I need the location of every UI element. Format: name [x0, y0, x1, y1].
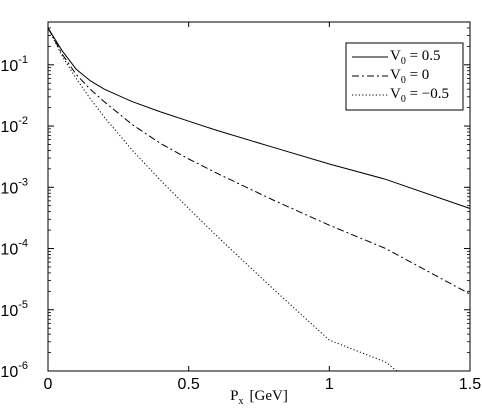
y-tick-label: 10-4 — [0, 238, 28, 259]
y-tick-label: 10-1 — [0, 54, 28, 75]
legend-label: V0 = 0.5 — [390, 48, 441, 67]
x-axis-label: Px [GeV] — [230, 388, 288, 407]
legend-entries: V0 = 0.5V0 = 0V0 = −0.5 — [352, 48, 449, 105]
tick-labels: 0 0.5 1 1.5 10-1 10-2 10-3 10-4 10-5 10-6 — [0, 54, 481, 393]
y-tick-label: 10-3 — [0, 176, 28, 197]
y-tick-label: 10-5 — [0, 299, 28, 320]
x-tick-label: 1.5 — [459, 376, 481, 393]
x-tick-label: 0 — [44, 376, 53, 393]
x-tick-label: 1 — [325, 376, 334, 393]
legend: V0 = 0.5V0 = 0V0 = −0.5 — [345, 42, 464, 111]
series-line — [47, 27, 398, 372]
y-tick-label: 10-2 — [0, 115, 28, 136]
legend-label: V0 = −0.5 — [390, 86, 449, 105]
legend-label: V0 = 0 — [390, 67, 429, 86]
series-line — [47, 27, 471, 295]
legend-box — [345, 42, 464, 111]
series-lines — [47, 27, 471, 372]
x-tick-label: 0.5 — [178, 376, 200, 393]
series-line — [47, 27, 471, 209]
ticks — [47, 21, 471, 372]
y-tick-label: 10-6 — [0, 360, 28, 381]
